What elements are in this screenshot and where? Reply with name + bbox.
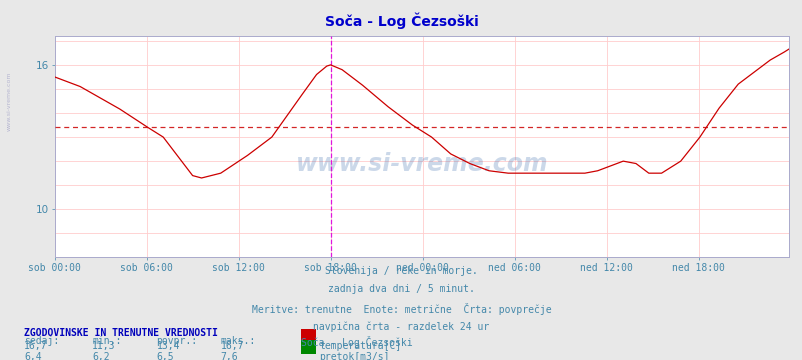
Text: min.:: min.: xyxy=(92,336,122,346)
Text: povpr.:: povpr.: xyxy=(156,336,197,346)
Text: Meritve: trenutne  Enote: metrične  Črta: povprečje: Meritve: trenutne Enote: metrične Črta: … xyxy=(251,303,551,315)
Text: 6,4: 6,4 xyxy=(24,352,42,360)
Text: ZGODOVINSKE IN TRENUTNE VREDNOSTI: ZGODOVINSKE IN TRENUTNE VREDNOSTI xyxy=(24,328,217,338)
Text: pretok[m3/s]: pretok[m3/s] xyxy=(319,352,390,360)
Text: Slovenija / reke in morje.: Slovenija / reke in morje. xyxy=(325,266,477,276)
Text: maks.:: maks.: xyxy=(221,336,256,346)
Text: sedaj:: sedaj: xyxy=(24,336,59,346)
Text: navpična črta - razdelek 24 ur: navpična črta - razdelek 24 ur xyxy=(313,322,489,332)
Text: 7,6: 7,6 xyxy=(221,352,238,360)
Text: 6,2: 6,2 xyxy=(92,352,110,360)
Text: temperatura[C]: temperatura[C] xyxy=(319,341,401,351)
Text: www.si-vreme.com: www.si-vreme.com xyxy=(295,152,548,176)
Text: 11,3: 11,3 xyxy=(92,341,115,351)
Text: Soča - Log Čezsoški: Soča - Log Čezsoški xyxy=(301,336,412,347)
Text: 16,7: 16,7 xyxy=(221,341,244,351)
Text: zadnja dva dni / 5 minut.: zadnja dva dni / 5 minut. xyxy=(328,284,474,294)
Text: www.si-vreme.com: www.si-vreme.com xyxy=(7,71,12,131)
Text: 13,4: 13,4 xyxy=(156,341,180,351)
Text: 16,7: 16,7 xyxy=(24,341,47,351)
Text: 6,5: 6,5 xyxy=(156,352,174,360)
Text: Soča - Log Čezsoški: Soča - Log Čezsoški xyxy=(324,13,478,29)
